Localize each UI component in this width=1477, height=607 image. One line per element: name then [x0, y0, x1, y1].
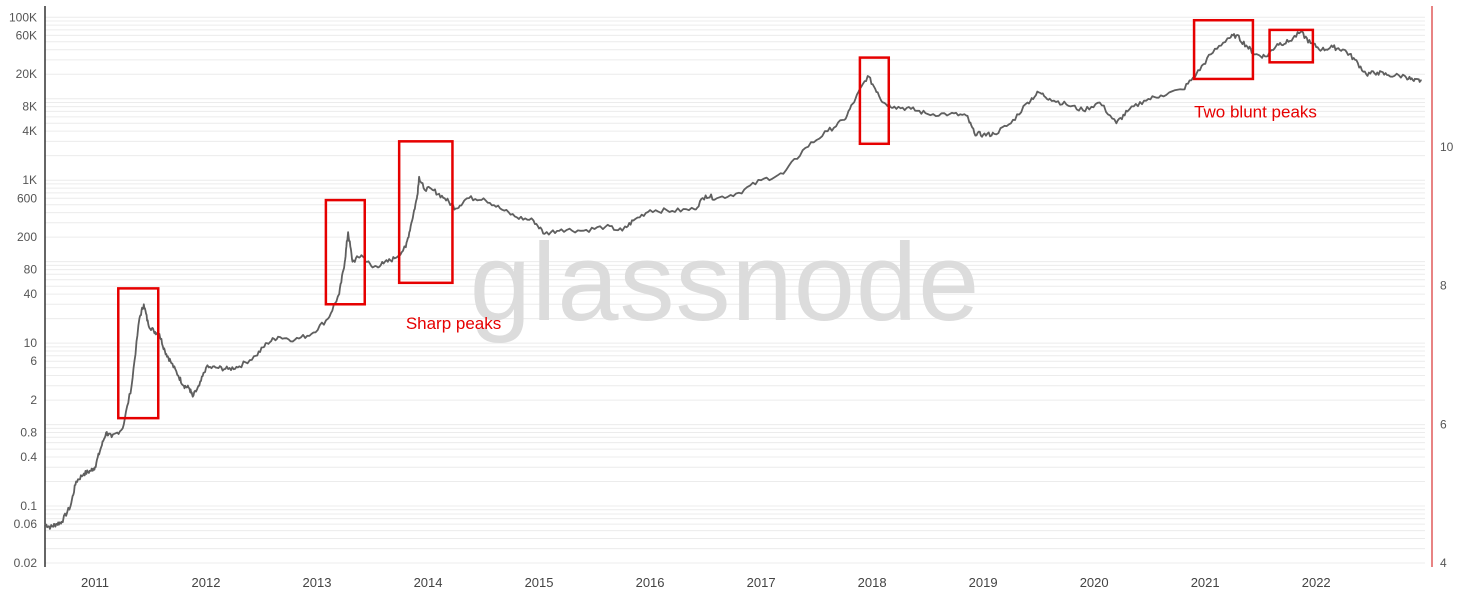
- y-tick-label: 0.06: [14, 517, 38, 531]
- x-tick-label: 2019: [969, 575, 998, 590]
- right-axis: 10 8 6 4: [1431, 6, 1454, 570]
- y-tick-label: 0.4: [20, 450, 37, 464]
- price-series-line: [44, 30, 1422, 530]
- box-2014-peak: [397, 140, 454, 285]
- y-tick-label: 2: [30, 393, 37, 407]
- y-tick-label: 20K: [16, 67, 37, 81]
- box-2021-peak-a: [1192, 18, 1255, 81]
- sharp-peaks-label: Sharp peaks: [406, 314, 501, 333]
- box-2018-peak: [858, 56, 891, 146]
- annotation-layer: [117, 18, 1315, 420]
- y-tick-label: 60K: [16, 28, 37, 42]
- y2-tick-label: 4: [1440, 556, 1447, 570]
- x-tick-label: 2011: [81, 575, 109, 590]
- x-tick-label: 2012: [192, 575, 221, 590]
- x-tick-label: 2013: [303, 575, 332, 590]
- y-tick-label: 200: [17, 230, 37, 244]
- y-tick-label: 10: [24, 336, 38, 350]
- grid-layer: [45, 16, 1425, 564]
- box-2021-peak-b: [1268, 28, 1315, 64]
- x-tick-label: 2021: [1191, 575, 1220, 590]
- two-blunt-peaks-label: Two blunt peaks: [1194, 102, 1317, 121]
- y-tick-label: 600: [17, 191, 37, 205]
- x-tick-label: 2016: [636, 575, 665, 590]
- x-tick-label: 2015: [525, 575, 554, 590]
- y-tick-label: 80: [24, 263, 38, 277]
- y2-tick-label: 8: [1440, 279, 1447, 293]
- y-tick-label: 0.1: [20, 499, 37, 513]
- y-tick-label: 0.02: [14, 556, 38, 570]
- y-tick-label: 8K: [22, 100, 37, 114]
- x-tick-label: 2014: [414, 575, 443, 590]
- y2-tick-label: 10: [1440, 140, 1454, 154]
- x-tick-label: 2020: [1080, 575, 1109, 590]
- y-tick-label: 40: [24, 287, 38, 301]
- y-tick-label: 100K: [9, 10, 37, 24]
- box-2013-peak: [324, 198, 366, 306]
- y-tick-label: 1K: [22, 173, 37, 187]
- y-tick-label: 4K: [22, 124, 37, 138]
- y2-tick-label: 6: [1440, 417, 1447, 431]
- watermark: glassnode: [470, 221, 981, 344]
- y-tick-label: 6: [30, 354, 37, 368]
- label-layer: Sharp peaks Two blunt peaks: [406, 102, 1317, 332]
- x-tick-label: 2017: [747, 575, 776, 590]
- box-2011-peak: [117, 287, 160, 420]
- series-layer: [44, 30, 1422, 530]
- left-axis: 100K 60K 20K 8K 4K 1K 600 200 80 40 10 6 2 0.8 0.4 0.1 0…: [9, 6, 46, 570]
- x-tick-label: 2018: [858, 575, 887, 590]
- x-tick-label: 2022: [1302, 575, 1331, 590]
- y-tick-label: 0.8: [20, 425, 37, 439]
- x-axis: 2011 2012 2013 2014 2015 2016 2017 2018 2019 2020…: [81, 575, 1331, 590]
